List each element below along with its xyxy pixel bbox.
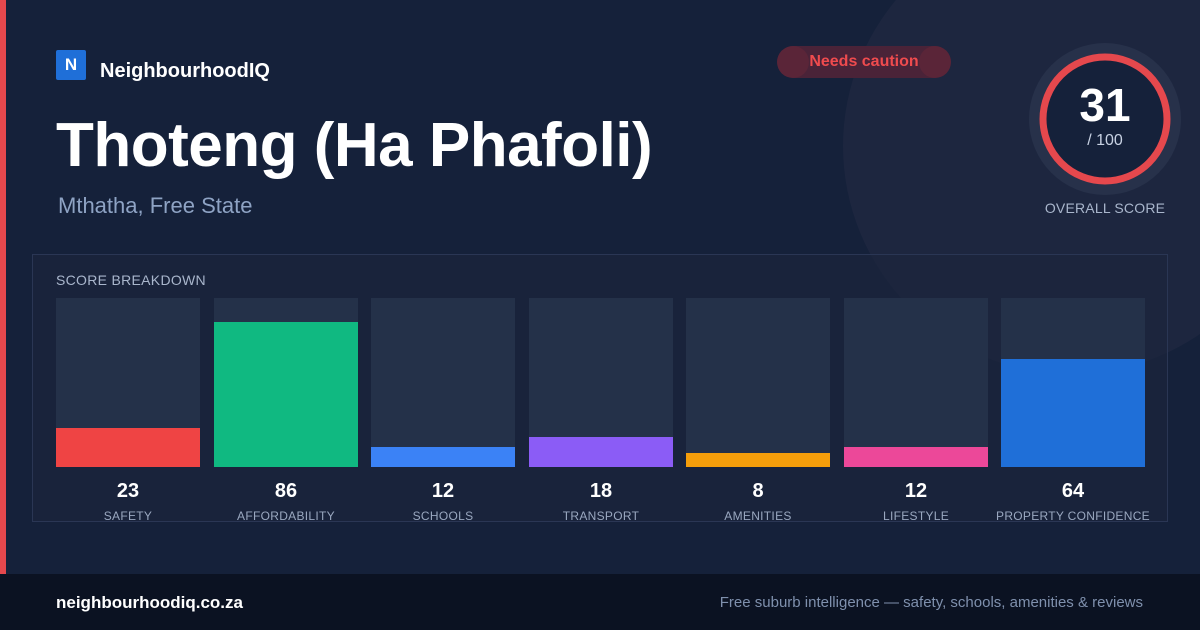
breakdown-title: SCORE BREAKDOWN	[56, 272, 206, 288]
bar-value: 12	[431, 480, 455, 502]
bar-label: SAFETY	[103, 509, 153, 523]
status-badge: Needs caution	[777, 46, 951, 78]
badge-cap-right	[919, 46, 951, 78]
breakdown-item-lifestyle: 12 LIFESTYLE	[844, 298, 988, 523]
bar-track	[214, 298, 358, 467]
footer-domain-link[interactable]: neighbourhoodiq.co.za	[56, 593, 243, 612]
brand-logo-icon: N	[56, 49, 86, 80]
bar-label: SCHOOLS	[412, 509, 474, 523]
bar-track	[686, 298, 830, 467]
bar-track	[844, 298, 988, 467]
breakdown-item-safety: 23 SAFETY	[56, 298, 200, 523]
bar-fill	[214, 322, 358, 467]
bar-label: AFFORDABILITY	[237, 509, 335, 523]
bar-track	[371, 298, 515, 467]
brand-name: NeighbourhoodIQ	[100, 60, 270, 82]
breakdown-item-property-confidence: 64 PROPERTY CONFIDENCE	[996, 298, 1150, 523]
footer-tagline: Free suburb intelligence — safety, schoo…	[719, 594, 1143, 611]
accent-strip	[0, 0, 6, 574]
bar-value: 8	[752, 480, 764, 502]
bar-track	[529, 298, 673, 467]
bar-fill	[529, 437, 673, 467]
bar-label: AMENITIES	[724, 509, 792, 523]
overall-score-ring: 31 / 100	[1028, 42, 1182, 196]
bar-fill	[686, 453, 830, 467]
bar-fill	[1001, 359, 1145, 467]
status-badge-label: Needs caution	[809, 53, 919, 70]
bar-fill	[844, 447, 988, 467]
page-title: Thoteng (Ha Phafoli)	[56, 111, 653, 180]
bar-value: 64	[1061, 480, 1085, 502]
bar-label: PROPERTY CONFIDENCE	[996, 509, 1150, 523]
badge-cap-left	[777, 46, 809, 78]
overall-score-max: / 100	[1087, 132, 1123, 149]
suburb-location: Mthatha, Free State	[58, 193, 253, 218]
score-breakdown-panel: SCORE BREAKDOWN 23 SAFETY 86 AFFORDABILITY 1…	[32, 254, 1168, 523]
bar-value: 86	[274, 480, 298, 502]
bar-fill	[56, 428, 200, 467]
overall-score-value: 31	[1079, 79, 1131, 131]
bar-track	[1001, 298, 1145, 467]
breakdown-item-schools: 12 SCHOOLS	[371, 298, 515, 523]
bar-value: 23	[116, 480, 140, 502]
bar-fill	[371, 447, 515, 467]
breakdown-item-amenities: 8 AMENITIES	[686, 298, 830, 523]
overall-score-caption: OVERALL SCORE	[1044, 200, 1166, 216]
breakdown-item-transport: 18 TRANSPORT	[529, 298, 673, 523]
bar-label: LIFESTYLE	[882, 509, 950, 523]
bar-track	[56, 298, 200, 467]
brand[interactable]: N NeighbourhoodIQ	[56, 46, 270, 83]
bar-label: TRANSPORT	[562, 509, 640, 523]
footer: neighbourhoodiq.co.za Free suburb intell…	[0, 574, 1200, 630]
bar-value: 18	[589, 480, 613, 502]
bar-value: 12	[904, 480, 928, 502]
score-ring-icon	[1029, 43, 1181, 195]
breakdown-item-affordability: 86 AFFORDABILITY	[214, 298, 358, 523]
